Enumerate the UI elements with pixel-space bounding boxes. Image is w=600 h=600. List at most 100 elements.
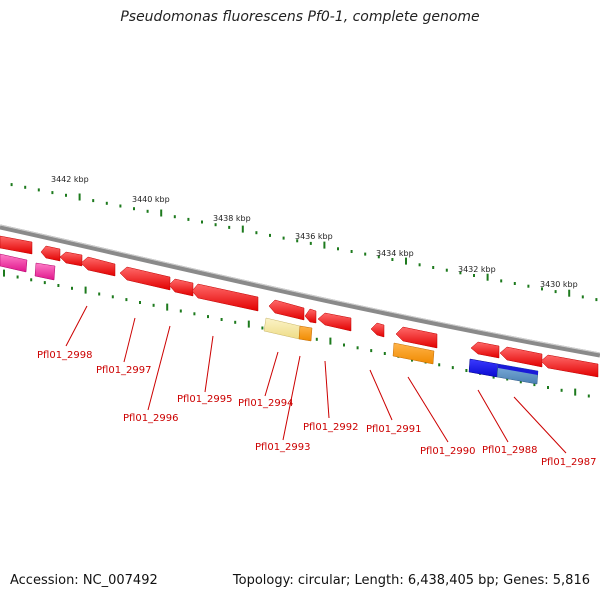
gene-bar-blue[interactable] xyxy=(468,358,499,378)
gene-arrow[interactable] xyxy=(191,283,259,312)
major-tick xyxy=(84,286,87,294)
accession-text: Accession: NC_007492 xyxy=(10,573,158,588)
gene-label[interactable]: Pfl01_2990 xyxy=(420,446,476,457)
minor-tick xyxy=(527,284,530,288)
gene-label[interactable]: Pfl01_2997 xyxy=(96,365,152,376)
minor-tick xyxy=(438,363,441,367)
minor-tick xyxy=(418,263,421,267)
minor-tick xyxy=(133,207,135,211)
gene-arrow[interactable] xyxy=(540,354,599,378)
gene-bar-steel-top xyxy=(498,364,538,375)
major-tick xyxy=(166,303,169,311)
minor-tick xyxy=(220,318,223,321)
minor-tick xyxy=(541,287,543,291)
gene-label[interactable]: Pfl01_2992 xyxy=(303,422,359,433)
gene-arrow[interactable] xyxy=(304,308,317,324)
leader-line xyxy=(477,389,509,443)
gene-bar-orange[interactable] xyxy=(298,325,313,342)
gene-bar-yellow[interactable] xyxy=(263,317,301,340)
genome-backbone xyxy=(0,224,600,358)
minor-tick xyxy=(187,217,190,221)
minor-tick xyxy=(451,366,454,370)
minor-tick xyxy=(255,231,258,235)
leader-lines xyxy=(65,305,567,454)
gene-label[interactable]: Pfl01_2996 xyxy=(123,413,179,424)
gene-labels: Pfl01_2998 Pfl01_2997 Pfl01_2996 Pfl01_2… xyxy=(37,350,597,468)
minor-tick xyxy=(315,337,318,341)
minor-tick xyxy=(391,258,394,261)
minor-tick xyxy=(269,233,271,237)
minor-tick xyxy=(370,349,373,353)
gene-arrow[interactable] xyxy=(59,251,83,267)
minor-tick xyxy=(193,312,196,316)
genome-title: Pseudomonas fluorescens Pf0-1, complete … xyxy=(120,9,480,25)
gene-label[interactable]: Pfl01_2995 xyxy=(177,394,233,405)
leader-line xyxy=(123,317,136,363)
gene-arrow[interactable] xyxy=(168,278,194,297)
minor-tick xyxy=(356,346,359,350)
minor-tick xyxy=(214,223,217,227)
gene-bar-orange[interactable] xyxy=(392,342,435,365)
minor-tick xyxy=(173,215,176,219)
gene-label[interactable]: Pfl01_2991 xyxy=(366,424,422,435)
minor-tick xyxy=(43,281,46,285)
gene-label[interactable]: Pfl01_2998 xyxy=(37,350,93,361)
scale-label: 3432 kbp xyxy=(458,265,496,274)
minor-tick xyxy=(547,386,549,389)
minor-tick xyxy=(179,309,182,313)
minor-tick xyxy=(337,247,339,251)
scale-label: 3430 kbp xyxy=(540,280,578,289)
minor-tick xyxy=(595,298,598,302)
gene-arrow[interactable] xyxy=(499,346,543,368)
leader-line xyxy=(204,335,214,393)
scale-label: 3438 kbp xyxy=(213,214,251,223)
minor-tick xyxy=(465,369,468,372)
gene-arrow[interactable] xyxy=(370,322,385,338)
minor-tick xyxy=(139,301,141,304)
minor-tick xyxy=(383,352,386,355)
minor-tick xyxy=(459,271,462,275)
minor-tick xyxy=(533,383,536,387)
gene-bar-pink[interactable] xyxy=(34,262,56,281)
gene-label[interactable]: Pfl01_2987 xyxy=(541,457,597,468)
gene-arrow[interactable] xyxy=(268,299,305,321)
minor-tick xyxy=(24,185,27,189)
leader-line xyxy=(369,369,393,421)
leader-line xyxy=(282,355,301,441)
minor-tick xyxy=(71,286,73,290)
gene-arrow[interactable] xyxy=(470,341,500,359)
gene-arrow[interactable] xyxy=(40,245,61,262)
minor-tick xyxy=(146,209,149,213)
gene-arrow[interactable] xyxy=(395,326,438,349)
leader-line xyxy=(407,376,449,443)
gene-label[interactable]: Pfl01_2994 xyxy=(238,398,294,409)
minor-tick xyxy=(16,275,19,279)
gene-arrow[interactable] xyxy=(317,312,352,332)
leader-line xyxy=(147,325,171,411)
gene-arrow[interactable] xyxy=(0,235,33,255)
minor-tick xyxy=(228,225,231,229)
minor-tick xyxy=(30,278,33,282)
scale-labels: 3442 kbp 3440 kbp 3438 kbp 3436 kbp 3434… xyxy=(51,175,578,289)
minor-tick xyxy=(519,380,522,384)
major-tick xyxy=(160,209,163,217)
genome-backbone-highlight xyxy=(0,224,600,354)
minor-tick xyxy=(98,292,101,296)
gene-label[interactable]: Pfl01_2988 xyxy=(482,445,538,456)
gene-label[interactable]: Pfl01_2993 xyxy=(255,442,311,453)
genome-summary: Topology: circular; Length: 6,438,405 bp… xyxy=(232,573,590,588)
gene-bar-pink[interactable] xyxy=(0,253,28,273)
minor-tick xyxy=(282,236,285,240)
gene-arrow[interactable] xyxy=(80,256,116,277)
gene-arrow[interactable] xyxy=(119,266,171,291)
minor-tick xyxy=(473,274,475,277)
leader-line xyxy=(513,396,567,454)
minor-tick xyxy=(105,201,108,205)
gene-track xyxy=(0,235,599,385)
major-tick xyxy=(241,225,244,233)
minor-tick xyxy=(445,268,448,272)
major-tick xyxy=(405,257,407,265)
major-tick xyxy=(323,241,326,249)
